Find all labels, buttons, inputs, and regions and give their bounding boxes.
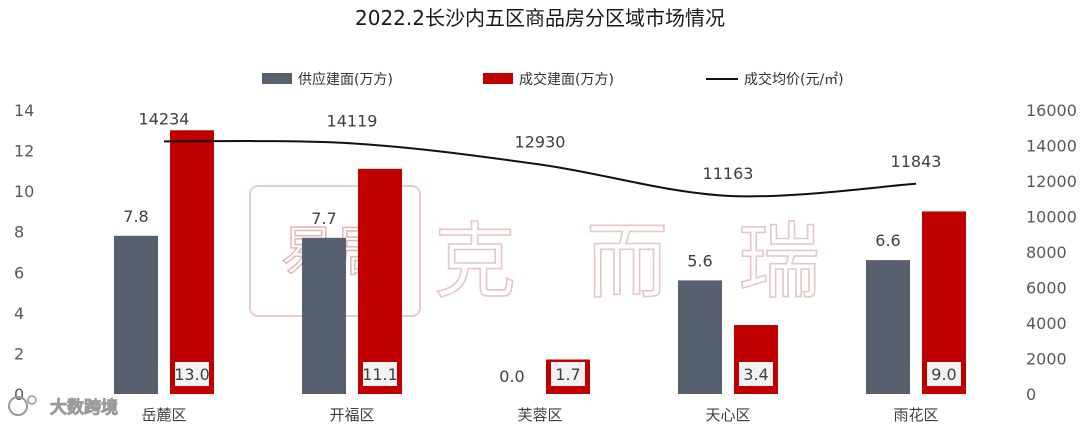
y-left-tick-label: 14 — [14, 101, 34, 120]
category-label: 开福区 — [329, 406, 374, 424]
legend-label-deal: 成交建面(万方) — [519, 71, 614, 88]
bar-supply-label: 7.7 — [311, 209, 336, 228]
corner-logo-dot — [27, 395, 37, 405]
bar-deal-label-box — [175, 362, 209, 386]
bar-supply — [302, 237, 346, 394]
y-left-tick-label: 0 — [14, 385, 24, 404]
category-label: 岳麓区 — [141, 406, 186, 424]
bar-deal-label-box — [551, 362, 585, 386]
y-right-tick-label: 12000 — [1026, 172, 1077, 191]
bar-supply-label: 7.8 — [123, 207, 148, 226]
y-axis-right: 0 2000 4000 6000 8000 10000 12000 14000 16000 — [1026, 101, 1077, 404]
y-right-tick-label: 10000 — [1026, 208, 1077, 227]
watermark-text: 克 而 瑞 — [434, 215, 842, 310]
bar-deal — [358, 168, 402, 394]
category-label: 天心区 — [705, 406, 750, 424]
y-axis-left: 0 2 4 6 8 10 12 14 — [14, 101, 34, 404]
corner-watermark: 大数跨境 — [8, 395, 118, 418]
y-left-tick-label: 6 — [14, 263, 24, 282]
watermark: 易居 克 而 瑞 — [249, 185, 842, 317]
y-right-tick-label: 8000 — [1026, 243, 1067, 262]
bar-deal-label: 9.0 — [931, 365, 956, 384]
bar-deal-label-box — [927, 362, 961, 386]
corner-watermark-text: 大数跨境 — [50, 397, 118, 418]
y-left-tick-label: 12 — [14, 142, 34, 161]
price-line-group: 14234 14119 12930 11163 11843 — [139, 109, 942, 198]
y-right-tick-label: 2000 — [1026, 350, 1067, 369]
price-label: 12930 — [515, 132, 566, 151]
bar-deal-label-box — [363, 362, 397, 386]
price-label: 11163 — [703, 164, 754, 183]
y-left-tick-label: 4 — [14, 304, 24, 323]
bar-deal-label: 13.0 — [174, 365, 210, 384]
bar-supply-label: 0.0 — [499, 367, 524, 386]
y-left-tick-label: 10 — [14, 182, 34, 201]
price-line — [163, 140, 917, 198]
price-label: 11843 — [891, 152, 942, 171]
bar-supply — [114, 235, 158, 394]
y-right-tick-label: 6000 — [1026, 279, 1067, 298]
bar-supply-label: 6.6 — [875, 231, 900, 250]
bar-supply — [678, 280, 722, 394]
price-label: 14119 — [327, 111, 378, 130]
chart-title: 2022.2长沙内五区商品房分区域市场情况 — [355, 6, 725, 30]
y-right-tick-label: 16000 — [1026, 101, 1077, 120]
category-label: 雨花区 — [893, 406, 938, 424]
y-left-tick-label: 2 — [14, 344, 24, 363]
corner-logo-icon — [8, 396, 28, 416]
y-right-tick-label: 14000 — [1026, 137, 1077, 156]
legend-swatch-deal — [483, 73, 513, 84]
legend-label-supply: 供应建面(万方) — [298, 71, 393, 88]
bar-deal-label: 11.1 — [362, 365, 398, 384]
bar-supply-label: 5.6 — [687, 251, 712, 270]
bar-labels: 7.8 13.0 7.7 11.1 0.0 1.7 5.6 3.4 6.6 9.0 — [123, 207, 961, 386]
bar-deal-label: 1.7 — [555, 365, 580, 384]
bar-deal — [170, 130, 214, 395]
legend: 供应建面(万方) 成交建面(万方) 成交均价(元/㎡) — [262, 71, 844, 88]
bar-deal-label: 3.4 — [743, 365, 768, 384]
y-right-tick-label: 0 — [1026, 385, 1036, 404]
y-right-tick-label: 4000 — [1026, 314, 1067, 333]
x-axis-categories: 岳麓区 开福区 芙蓉区 天心区 雨花区 — [141, 406, 938, 424]
category-label: 芙蓉区 — [517, 406, 562, 424]
y-left-tick-label: 8 — [14, 223, 24, 242]
legend-swatch-supply — [262, 73, 292, 84]
price-label: 14234 — [139, 109, 190, 128]
legend-label-price: 成交均价(元/㎡) — [744, 71, 844, 88]
bar-deal-label-box — [739, 362, 773, 386]
bar-supply — [866, 260, 910, 394]
